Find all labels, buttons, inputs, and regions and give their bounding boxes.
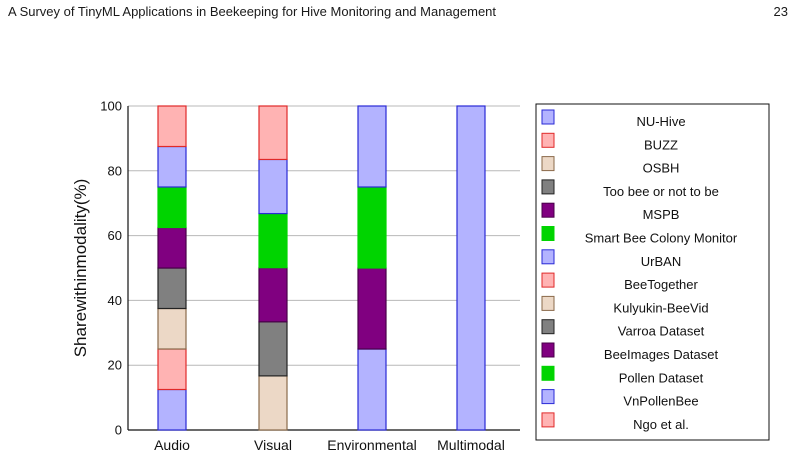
y-tick-label: 60 xyxy=(108,228,122,243)
y-tick-label: 100 xyxy=(100,99,122,114)
page-header: A Survey of TinyML Applications in Beeke… xyxy=(8,4,798,22)
bar-segment xyxy=(157,226,187,269)
legend-swatch xyxy=(541,365,555,381)
legend-swatch xyxy=(541,226,555,241)
bar-segment xyxy=(157,307,187,350)
legend-label: BeeImages Dataset xyxy=(604,347,719,362)
legend-label: Smart Bee Colony Monitor xyxy=(585,231,738,246)
bar-segment xyxy=(258,212,288,269)
legend-swatch xyxy=(541,342,555,358)
legend-swatch xyxy=(541,389,555,405)
legend-label: Pollen Dataset xyxy=(619,370,704,385)
bar-segment xyxy=(357,105,387,188)
page-title: A Survey of TinyML Applications in Beeke… xyxy=(8,4,497,19)
bar-segment xyxy=(157,186,187,229)
bar-segment xyxy=(157,145,187,188)
legend-swatch xyxy=(541,319,555,335)
legend-swatch xyxy=(541,156,555,172)
x-tick-label: Visual xyxy=(254,437,292,453)
legend-label: Kulyukin-BeeVid xyxy=(613,300,708,315)
legend-label: VnPollenBee xyxy=(623,394,698,409)
bar-segment xyxy=(258,158,288,215)
x-tick-label: Multimodal xyxy=(437,437,505,453)
legend-label: MSPB xyxy=(643,207,680,222)
y-tick-label: 0 xyxy=(115,423,122,438)
legend-label: NU-Hive xyxy=(636,114,685,129)
legend-swatch xyxy=(541,132,555,148)
bar-segment xyxy=(258,375,288,431)
bar-segment xyxy=(357,348,387,431)
y-axis-title: Sharewithinmodality(%) xyxy=(71,179,90,358)
legend-label: UrBAN xyxy=(641,254,681,269)
legend-label: Varroa Dataset xyxy=(618,324,705,339)
legend-box xyxy=(535,103,770,441)
legend-swatch xyxy=(541,202,555,218)
bar-segment xyxy=(357,267,387,350)
legend-label: BeeTogether xyxy=(624,277,698,292)
bar-segment xyxy=(258,267,288,323)
legend-label: BUZZ xyxy=(644,137,678,152)
x-tick-label: Environmental xyxy=(327,437,417,453)
y-tick-label: 20 xyxy=(108,358,122,373)
bar-segment xyxy=(456,105,486,431)
legend-swatch xyxy=(541,412,555,428)
x-tick-label: Audio xyxy=(154,437,190,453)
legend-swatch xyxy=(541,179,555,195)
bar-segment xyxy=(157,388,187,431)
bar-segment xyxy=(157,105,187,148)
page-number: 23 xyxy=(773,4,788,19)
bar-segment xyxy=(357,186,387,269)
legend-label: Too bee or not to be xyxy=(603,184,719,199)
legend-swatch xyxy=(541,109,555,125)
bar-segment xyxy=(157,348,187,391)
y-tick-label: 40 xyxy=(108,293,122,308)
bar-segment xyxy=(258,321,288,377)
legend-label: OSBH xyxy=(643,161,680,176)
bar-segment xyxy=(258,105,288,161)
legend-swatch xyxy=(541,249,555,265)
legend-label: Ngo et al. xyxy=(633,417,689,432)
y-tick-label: 80 xyxy=(108,163,122,178)
legend-swatch xyxy=(541,295,555,311)
bar-segment xyxy=(157,267,187,310)
legend-swatch xyxy=(541,272,555,288)
